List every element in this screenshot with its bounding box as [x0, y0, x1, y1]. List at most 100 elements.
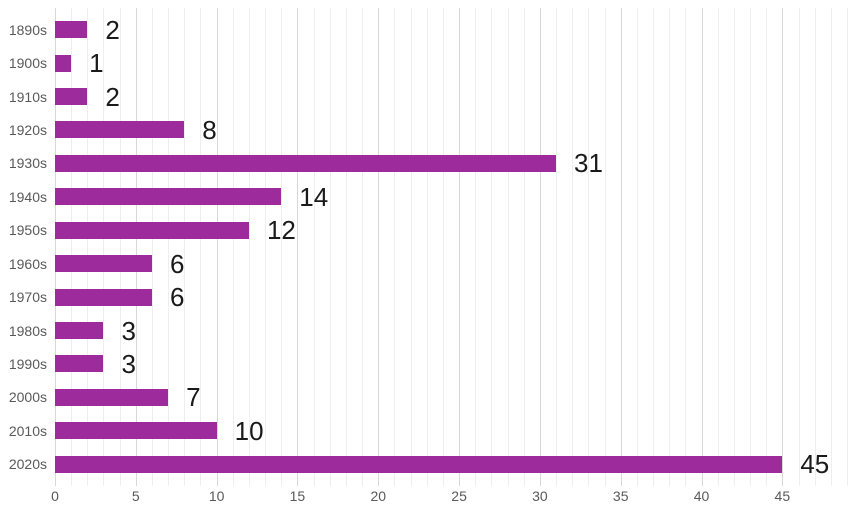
gridline-major: [135, 8, 137, 486]
gridline-minor: [588, 8, 590, 486]
gridline-minor: [685, 8, 687, 486]
plot-area: [55, 8, 848, 486]
gridline-minor: [200, 8, 202, 486]
gridline-minor: [572, 8, 574, 486]
bar-row: 1950s 12: [0, 214, 851, 247]
value-label: 2: [105, 14, 120, 45]
gridline-minor: [394, 8, 396, 486]
gridline-minor: [523, 8, 525, 486]
gridline-major: [459, 8, 461, 486]
gridline-minor: [847, 8, 848, 486]
value-label: 3: [121, 348, 136, 379]
bar: [55, 121, 185, 139]
x-tick-label: 20: [370, 488, 387, 504]
gridline-minor: [798, 8, 800, 486]
category-label: 1920s: [8, 121, 47, 138]
value-label: 3: [121, 315, 136, 346]
bar: [55, 388, 169, 406]
bar-rows: 1890s 2 1900s 1 1910s 2 1920s 8 1930s 31 1940s 14 19…: [0, 13, 851, 481]
gridline-minor: [653, 8, 655, 486]
value-label: 45: [800, 449, 830, 480]
gridline-minor: [766, 8, 768, 486]
category-label: 1970s: [8, 289, 47, 306]
gridline-major: [378, 8, 380, 486]
bar-row: 1940s 14: [0, 180, 851, 213]
gridline-minor: [265, 8, 267, 486]
gridline-major: [620, 8, 622, 486]
gridline-minor: [151, 8, 153, 486]
bar: [55, 88, 88, 106]
value-label: 2: [105, 81, 120, 112]
category-label: 1940s: [8, 188, 47, 205]
gridline-major: [297, 8, 299, 486]
gridline-minor: [329, 8, 331, 486]
gridline-minor: [507, 8, 509, 486]
x-tick-label: 10: [208, 488, 225, 504]
category-label: 1890s: [8, 21, 47, 38]
gridline-major: [782, 8, 784, 486]
bar: [55, 188, 282, 206]
x-tick-label: 5: [131, 488, 140, 504]
gridline-minor: [636, 8, 638, 486]
category-label: 1960s: [8, 255, 47, 272]
gridline-minor: [491, 8, 493, 486]
gridline-major: [216, 8, 218, 486]
bar: [55, 221, 249, 239]
gridline-major: [55, 8, 56, 486]
bar-row: 1980s 3: [0, 314, 851, 347]
x-tick-label: 45: [774, 488, 791, 504]
category-label: 2010s: [8, 422, 47, 439]
gridline-major: [539, 8, 541, 486]
gridline-minor: [248, 8, 250, 486]
gridline-minor: [669, 8, 671, 486]
gridline-minor: [119, 8, 121, 486]
gridline-minor: [556, 8, 558, 486]
bar: [55, 255, 152, 273]
gridline-minor: [87, 8, 89, 486]
value-label: 6: [169, 248, 185, 279]
bar-row: 2000s 7: [0, 381, 851, 414]
gridline-minor: [475, 8, 477, 486]
gridline-minor: [184, 8, 186, 486]
x-tick-label: 25: [451, 488, 467, 504]
gridline-minor: [426, 8, 428, 486]
bar: [55, 322, 104, 340]
bar-row: 1930s 31: [0, 147, 851, 180]
gridline-minor: [442, 8, 444, 486]
category-label: 2020s: [8, 456, 47, 473]
value-label: 6: [169, 282, 185, 313]
bar-row: 1900s 1: [0, 46, 851, 79]
gridline-minor: [281, 8, 283, 486]
value-label: 7: [186, 382, 201, 413]
bar: [55, 21, 88, 39]
category-label: 1910s: [8, 88, 47, 105]
gridline-minor: [313, 8, 315, 486]
gridline-minor: [410, 8, 412, 486]
bar: [55, 288, 152, 306]
gridline-minor: [168, 8, 170, 486]
bar-row: 1920s 8: [0, 113, 851, 146]
category-label: 1900s: [8, 55, 47, 72]
gridline-minor: [232, 8, 234, 486]
gridline-minor: [604, 8, 606, 486]
x-tick-label: 30: [532, 488, 548, 504]
bar-row: 2010s 10: [0, 414, 851, 447]
x-tick-label: 35: [612, 488, 629, 504]
category-label: 1930s: [8, 155, 47, 172]
value-label: 1: [89, 48, 104, 79]
gridline-minor: [71, 8, 73, 486]
gridline-minor: [103, 8, 105, 486]
gridline-minor: [733, 8, 735, 486]
bar: [55, 455, 783, 473]
bar: [55, 422, 217, 440]
value-label: 12: [266, 215, 296, 246]
x-axis: 0 5 10 15 20 25 30 35 40 45: [51, 488, 847, 508]
x-tick-label: 15: [289, 488, 306, 504]
bar: [55, 154, 557, 172]
category-label: 1980s: [8, 322, 47, 339]
x-tick-label: 0: [51, 488, 59, 504]
value-label: 31: [574, 148, 603, 179]
value-label: 8: [202, 114, 217, 145]
value-label: 10: [234, 415, 264, 446]
